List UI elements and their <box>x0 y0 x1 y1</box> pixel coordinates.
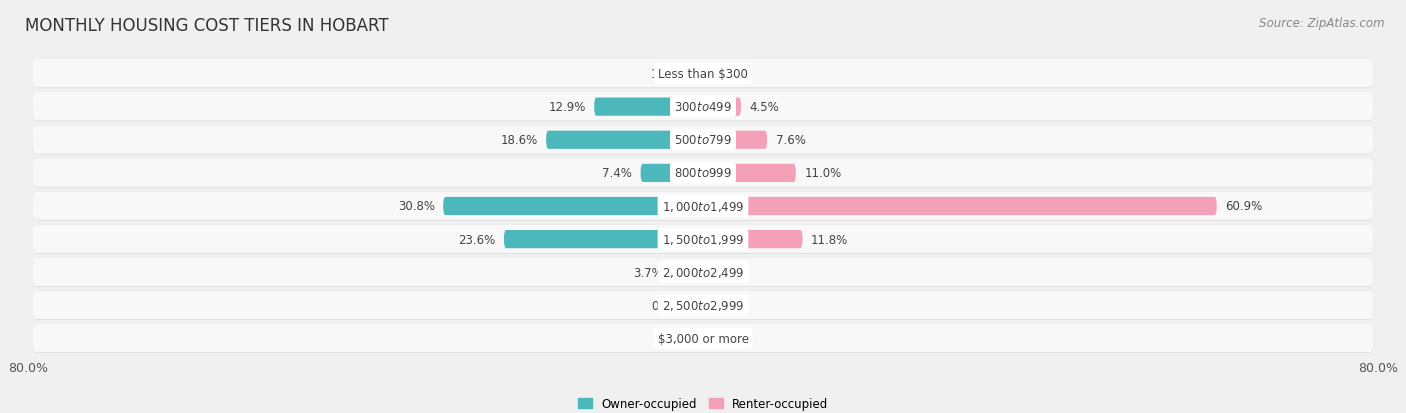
FancyBboxPatch shape <box>32 324 1374 353</box>
FancyBboxPatch shape <box>32 225 1374 254</box>
Text: 0.63%: 0.63% <box>652 332 689 345</box>
Text: 3.7%: 3.7% <box>634 266 664 279</box>
Text: Source: ZipAtlas.com: Source: ZipAtlas.com <box>1260 17 1385 29</box>
FancyBboxPatch shape <box>32 126 1374 154</box>
Text: $800 to $999: $800 to $999 <box>673 167 733 180</box>
Text: 0.0%: 0.0% <box>711 299 741 312</box>
FancyBboxPatch shape <box>32 192 1374 221</box>
Text: 1.7%: 1.7% <box>651 68 681 81</box>
FancyBboxPatch shape <box>32 93 1374 122</box>
FancyBboxPatch shape <box>703 131 768 150</box>
FancyBboxPatch shape <box>703 98 741 116</box>
Text: $1,000 to $1,499: $1,000 to $1,499 <box>662 199 744 214</box>
FancyBboxPatch shape <box>32 60 1374 89</box>
Text: $3,000 or more: $3,000 or more <box>658 332 748 345</box>
FancyBboxPatch shape <box>703 330 706 348</box>
Text: 0.0%: 0.0% <box>711 68 741 81</box>
FancyBboxPatch shape <box>503 230 703 249</box>
Text: 30.8%: 30.8% <box>398 200 434 213</box>
FancyBboxPatch shape <box>32 258 1374 287</box>
FancyBboxPatch shape <box>689 65 703 83</box>
Text: $300 to $499: $300 to $499 <box>673 101 733 114</box>
FancyBboxPatch shape <box>32 258 1374 287</box>
FancyBboxPatch shape <box>546 131 703 150</box>
Text: 0.0%: 0.0% <box>711 266 741 279</box>
Text: 7.4%: 7.4% <box>602 167 633 180</box>
Text: 4.5%: 4.5% <box>749 101 779 114</box>
FancyBboxPatch shape <box>32 291 1374 320</box>
Text: 18.6%: 18.6% <box>501 134 537 147</box>
FancyBboxPatch shape <box>697 297 703 315</box>
FancyBboxPatch shape <box>32 291 1374 320</box>
Text: 0.35%: 0.35% <box>714 332 751 345</box>
Legend: Owner-occupied, Renter-occupied: Owner-occupied, Renter-occupied <box>572 392 834 413</box>
Text: Less than $300: Less than $300 <box>658 68 748 81</box>
Text: 23.6%: 23.6% <box>458 233 495 246</box>
FancyBboxPatch shape <box>32 225 1374 254</box>
FancyBboxPatch shape <box>32 159 1374 188</box>
Text: MONTHLY HOUSING COST TIERS IN HOBART: MONTHLY HOUSING COST TIERS IN HOBART <box>25 17 389 34</box>
Text: $1,500 to $1,999: $1,500 to $1,999 <box>662 233 744 247</box>
FancyBboxPatch shape <box>641 164 703 183</box>
Text: 12.9%: 12.9% <box>548 101 586 114</box>
FancyBboxPatch shape <box>32 159 1374 188</box>
Text: $500 to $799: $500 to $799 <box>673 134 733 147</box>
Text: 7.6%: 7.6% <box>776 134 806 147</box>
FancyBboxPatch shape <box>32 60 1374 88</box>
FancyBboxPatch shape <box>32 126 1374 155</box>
FancyBboxPatch shape <box>32 192 1374 221</box>
FancyBboxPatch shape <box>443 197 703 216</box>
Text: 60.9%: 60.9% <box>1225 200 1263 213</box>
Text: 0.74%: 0.74% <box>651 299 689 312</box>
Text: $2,500 to $2,999: $2,500 to $2,999 <box>662 299 744 313</box>
FancyBboxPatch shape <box>697 330 703 348</box>
FancyBboxPatch shape <box>703 164 796 183</box>
Text: $2,000 to $2,499: $2,000 to $2,499 <box>662 266 744 280</box>
FancyBboxPatch shape <box>703 197 1216 216</box>
Text: 11.0%: 11.0% <box>804 167 841 180</box>
FancyBboxPatch shape <box>595 98 703 116</box>
FancyBboxPatch shape <box>672 263 703 282</box>
FancyBboxPatch shape <box>32 324 1374 353</box>
FancyBboxPatch shape <box>703 230 803 249</box>
Text: 11.8%: 11.8% <box>811 233 848 246</box>
FancyBboxPatch shape <box>32 93 1374 121</box>
